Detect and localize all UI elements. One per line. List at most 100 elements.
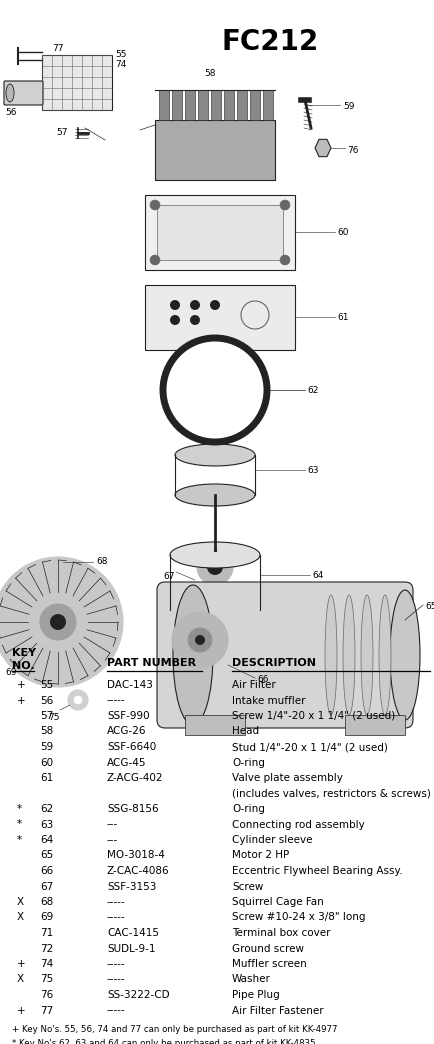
Text: 58: 58 (204, 69, 215, 78)
Text: 68: 68 (96, 557, 107, 566)
Ellipse shape (342, 595, 354, 715)
Text: 61: 61 (40, 773, 53, 783)
Text: Air Filter: Air Filter (231, 680, 275, 690)
Text: CAC-1415: CAC-1415 (107, 928, 159, 938)
Text: Motor 2 HP: Motor 2 HP (231, 851, 289, 860)
Text: + Key No's. 55, 56, 74 and 77 can only be purchased as part of kit KK-4977: + Key No's. 55, 56, 74 and 77 can only b… (12, 1025, 337, 1034)
Text: 57: 57 (56, 128, 68, 137)
Ellipse shape (173, 585, 213, 725)
Text: 66: 66 (256, 675, 268, 684)
Text: 65: 65 (40, 851, 53, 860)
FancyBboxPatch shape (145, 195, 294, 270)
Text: MO-3018-4: MO-3018-4 (107, 851, 164, 860)
Text: DAC-143: DAC-143 (107, 680, 152, 690)
Text: Muffler screen: Muffler screen (231, 959, 306, 969)
Text: -----: ----- (107, 897, 125, 907)
Text: SSF-6640: SSF-6640 (107, 742, 156, 752)
Text: +: + (17, 1005, 26, 1016)
Text: 55: 55 (40, 680, 53, 690)
FancyBboxPatch shape (171, 90, 181, 120)
FancyBboxPatch shape (42, 55, 112, 110)
Text: 74: 74 (40, 959, 53, 969)
Text: 75: 75 (40, 974, 53, 984)
FancyBboxPatch shape (263, 90, 273, 120)
Text: 57: 57 (40, 711, 53, 721)
Text: 76: 76 (346, 146, 358, 155)
Text: SSF-990: SSF-990 (107, 711, 149, 721)
Text: 76: 76 (40, 990, 53, 1000)
Circle shape (0, 557, 123, 687)
FancyBboxPatch shape (344, 715, 404, 735)
Text: SS-3222-CD: SS-3222-CD (107, 990, 169, 1000)
Text: 72: 72 (40, 944, 53, 953)
Text: Valve plate assembly: Valve plate assembly (231, 773, 342, 783)
Circle shape (50, 614, 66, 630)
FancyBboxPatch shape (157, 582, 412, 728)
Text: O-ring: O-ring (231, 758, 264, 767)
Text: 69: 69 (5, 668, 16, 677)
Circle shape (170, 300, 180, 310)
Text: Screw: Screw (231, 881, 263, 892)
Text: 77: 77 (52, 44, 63, 53)
Text: 55: 55 (115, 50, 126, 60)
Text: (includes valves, restrictors & screws): (includes valves, restrictors & screws) (231, 788, 430, 799)
Text: Cylinder sleeve: Cylinder sleeve (231, 835, 312, 845)
FancyBboxPatch shape (184, 90, 194, 120)
Text: Head: Head (231, 727, 259, 736)
Text: -----: ----- (107, 1005, 125, 1016)
Circle shape (279, 200, 289, 210)
Circle shape (40, 604, 76, 640)
Text: -----: ----- (107, 959, 125, 969)
Text: 63: 63 (306, 466, 318, 475)
Ellipse shape (170, 542, 260, 568)
Text: 71: 71 (40, 928, 53, 938)
Ellipse shape (174, 484, 254, 506)
Text: SSF-3153: SSF-3153 (107, 881, 156, 892)
Text: X: X (17, 912, 24, 923)
Circle shape (163, 338, 266, 442)
Text: 77: 77 (40, 1005, 53, 1016)
FancyBboxPatch shape (197, 90, 207, 120)
Text: 58: 58 (40, 727, 53, 736)
Text: -----: ----- (107, 974, 125, 984)
Text: PART NUMBER: PART NUMBER (107, 658, 196, 668)
Ellipse shape (360, 595, 372, 715)
Circle shape (150, 200, 160, 210)
Ellipse shape (324, 595, 336, 715)
Text: 56: 56 (40, 695, 53, 706)
Text: * Key No's 62, 63 and 64 can only be purchased as part of kit KK-4835.: * Key No's 62, 63 and 64 can only be pur… (12, 1039, 318, 1044)
Circle shape (187, 628, 211, 652)
Ellipse shape (6, 84, 14, 102)
Text: 75: 75 (48, 713, 60, 722)
Text: Z-ACG-402: Z-ACG-402 (107, 773, 163, 783)
Ellipse shape (389, 590, 419, 720)
Ellipse shape (174, 444, 254, 466)
Circle shape (207, 559, 223, 575)
Text: Terminal box cover: Terminal box cover (231, 928, 330, 938)
Text: 67: 67 (40, 881, 53, 892)
Text: ACG-45: ACG-45 (107, 758, 146, 767)
Circle shape (68, 690, 88, 710)
Text: Air Filter Fastener: Air Filter Fastener (231, 1005, 323, 1016)
Text: 56: 56 (5, 108, 16, 117)
Text: 62: 62 (306, 386, 318, 395)
FancyBboxPatch shape (184, 715, 244, 735)
Circle shape (171, 612, 227, 668)
Circle shape (210, 300, 220, 310)
Text: Screw 1/4"-20 x 1 1/4" (2 used): Screw 1/4"-20 x 1 1/4" (2 used) (231, 711, 395, 721)
Text: FC212: FC212 (221, 28, 318, 56)
FancyBboxPatch shape (155, 120, 274, 180)
Text: X: X (17, 974, 24, 984)
Text: +: + (17, 695, 26, 706)
Text: 65: 65 (424, 602, 434, 611)
Text: SUDL-9-1: SUDL-9-1 (107, 944, 155, 953)
Text: 67: 67 (163, 572, 174, 582)
Text: X: X (17, 897, 24, 907)
Text: *: * (17, 804, 22, 814)
Text: ---: --- (107, 835, 118, 845)
Circle shape (197, 549, 233, 585)
FancyBboxPatch shape (159, 90, 169, 120)
Text: Pipe Plug: Pipe Plug (231, 990, 279, 1000)
Text: 63: 63 (40, 820, 53, 830)
Text: ACG-26: ACG-26 (107, 727, 146, 736)
